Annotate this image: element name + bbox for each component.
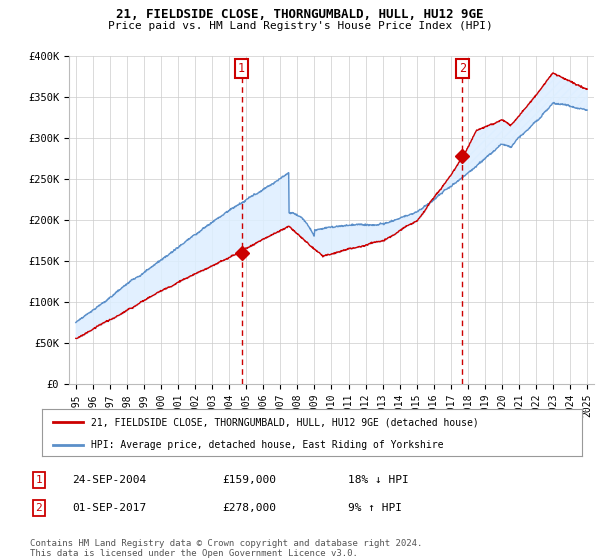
Text: Price paid vs. HM Land Registry's House Price Index (HPI): Price paid vs. HM Land Registry's House … (107, 21, 493, 31)
Text: 18% ↓ HPI: 18% ↓ HPI (348, 475, 409, 485)
Text: 1: 1 (35, 475, 43, 485)
Text: 21, FIELDSIDE CLOSE, THORNGUMBALD, HULL, HU12 9GE: 21, FIELDSIDE CLOSE, THORNGUMBALD, HULL,… (116, 8, 484, 21)
Text: 21, FIELDSIDE CLOSE, THORNGUMBALD, HULL, HU12 9GE (detached house): 21, FIELDSIDE CLOSE, THORNGUMBALD, HULL,… (91, 417, 478, 427)
Text: 9% ↑ HPI: 9% ↑ HPI (348, 503, 402, 513)
Text: £278,000: £278,000 (222, 503, 276, 513)
Text: Contains HM Land Registry data © Crown copyright and database right 2024.
This d: Contains HM Land Registry data © Crown c… (30, 539, 422, 558)
Text: 2: 2 (458, 62, 466, 75)
Text: 2: 2 (35, 503, 43, 513)
Text: 1: 1 (238, 62, 245, 75)
Text: HPI: Average price, detached house, East Riding of Yorkshire: HPI: Average price, detached house, East… (91, 440, 443, 450)
Text: £159,000: £159,000 (222, 475, 276, 485)
Text: 01-SEP-2017: 01-SEP-2017 (72, 503, 146, 513)
Text: 24-SEP-2004: 24-SEP-2004 (72, 475, 146, 485)
